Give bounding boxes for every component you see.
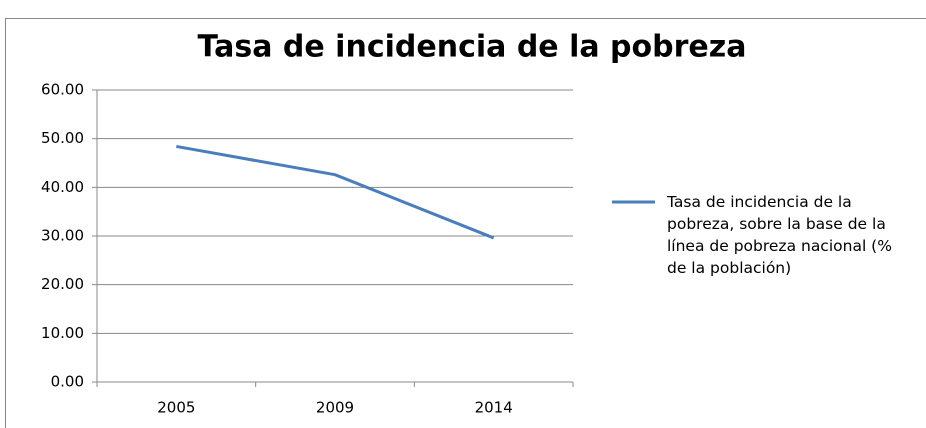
y-tick-label: 10.00 [41, 324, 84, 342]
x-tick-label: 2005 [157, 399, 195, 417]
y-tick-label: 60.00 [41, 81, 84, 99]
legend-label: Tasa de incidencia de la pobreza, sobre … [667, 193, 892, 277]
y-tick-label: 0.00 [51, 373, 84, 391]
y-tick-label: 50.00 [41, 129, 84, 147]
x-tick-label: 2009 [316, 399, 354, 417]
chart-border [5, 18, 926, 428]
y-tick-label: 30.00 [41, 227, 84, 245]
data-line [176, 144, 495, 240]
chart-title: Tasa de incidencia de la pobreza [198, 30, 747, 65]
y-tick-label: 40.00 [41, 178, 84, 196]
x-tick-label: 2014 [475, 399, 513, 417]
y-tick-label: 20.00 [41, 275, 84, 293]
